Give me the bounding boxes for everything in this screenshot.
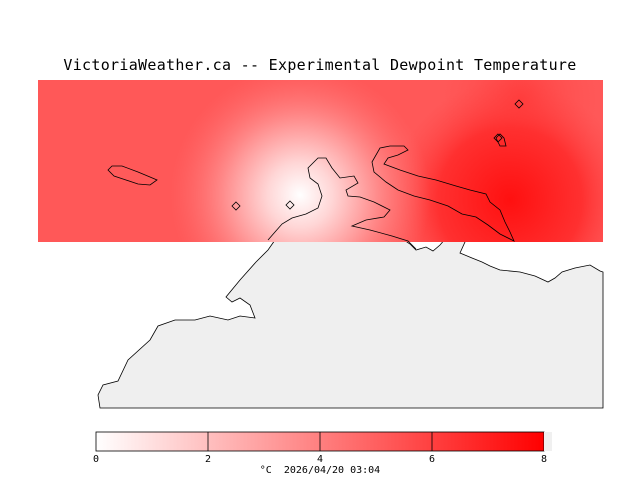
- station-marker: [514, 99, 524, 109]
- station-marker: [285, 200, 295, 210]
- colorbar-tick-label: 6: [428, 454, 436, 465]
- colorbar-tick-label: 2: [204, 454, 212, 465]
- colorbar-tick-label: 0: [92, 454, 100, 465]
- timestamp: 2026/04/20 03:04: [283, 465, 381, 476]
- station-marker: [231, 201, 241, 211]
- coastline: [107, 133, 515, 250]
- colorbar-caption: °C 2026/04/20 03:04: [0, 465, 640, 476]
- colorbar: [95, 431, 552, 452]
- station-marker: [493, 133, 503, 143]
- unit-label: °C: [259, 465, 272, 476]
- map-title: VictoriaWeather.ca -- Experimental Dewpo…: [63, 56, 577, 74]
- colorbar-tick-label: 8: [540, 454, 548, 465]
- dewpoint-field: [38, 80, 603, 242]
- colorbar-tick-label: 4: [316, 454, 324, 465]
- station-markers: [231, 99, 524, 211]
